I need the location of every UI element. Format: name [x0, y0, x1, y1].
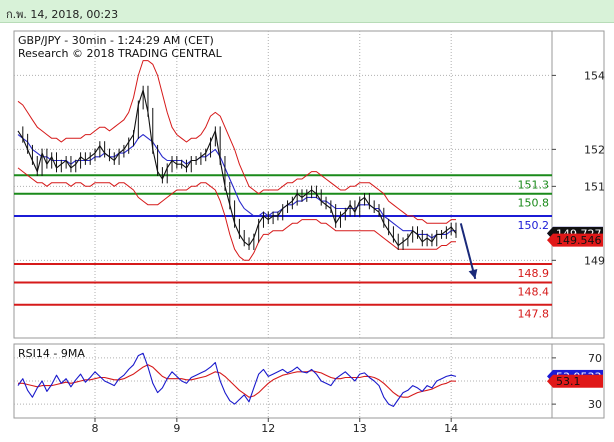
rsi-chart-title: RSI14 - 9MA: [18, 347, 85, 360]
price-panel: 151.3 150.8 150.2 148.9 148.4 147.8 154 152 151…: [13, 30, 605, 339]
rsi-tag-pointer: [547, 374, 553, 388]
price-axis-area: [551, 30, 605, 339]
price-tags: 149.73149.727149.546: [547, 226, 603, 247]
price-y-ticks: 154 152 151 149: [552, 69, 605, 267]
price-series-group: [17, 60, 457, 261]
forecast-arrow-head: [468, 268, 478, 279]
price-y-tick-label: 149: [584, 254, 605, 267]
forecast-arrow: [459, 223, 478, 280]
x-tick-label: 14: [444, 422, 458, 435]
rsi-panel: 705030 53.953353.1 RSI14 - 9MA: [13, 343, 605, 419]
level-label: 150.8: [518, 197, 550, 210]
rsi-ma-line: [18, 364, 457, 398]
rsi-tag-box: [553, 374, 603, 388]
level-label: 150.2: [518, 219, 550, 232]
level-label: 148.9: [518, 267, 550, 280]
price-line: [17, 89, 457, 247]
rsi-tag-label: 53.1: [556, 375, 581, 388]
price-tag-pointer: [547, 233, 553, 247]
lower-band-line: [17, 167, 456, 261]
x-tick-label: 12: [261, 422, 275, 435]
moving-average-line: [17, 134, 456, 239]
price-chart-title: GBP/JPY - 30min - 1:24:29 AM (CET): [18, 34, 214, 47]
rsi-plot-area: [13, 343, 553, 419]
price-y-tick-label: 152: [584, 143, 605, 156]
level-label: 151.3: [518, 178, 550, 191]
x-tick-label: 9: [173, 422, 180, 435]
header-date: ก.พ. 14, 2018, 00:23: [6, 8, 119, 21]
price-tag-label: 149.546: [556, 234, 602, 247]
x-tick-label: 13: [353, 422, 367, 435]
rsi-y-tick-label: 70: [588, 352, 602, 365]
level-label: 147.8: [518, 308, 550, 321]
upper-band-line: [17, 60, 456, 224]
x-axis-ticks: 8 9 12 13 14: [92, 418, 458, 435]
price-y-tick-label: 151: [584, 180, 605, 193]
rsi-line: [17, 352, 457, 407]
price-tag-box: [553, 233, 603, 247]
price-plot-area: [13, 30, 553, 339]
level-label: 148.4: [518, 286, 550, 299]
header-bar: ก.พ. 14, 2018, 00:23: [0, 0, 614, 23]
price-grid: [14, 31, 552, 338]
rsi-tags: 53.953353.1: [547, 369, 603, 388]
rsi-series-group: [17, 352, 457, 407]
rsi-y-tick-label: 30: [588, 398, 602, 411]
forecast-arrow-shaft: [459, 223, 477, 280]
x-tick-label: 8: [92, 422, 99, 435]
price-chart-subtitle: Research © 2018 TRADING CENTRAL: [18, 47, 223, 60]
price-y-tick-label: 154: [584, 69, 605, 82]
